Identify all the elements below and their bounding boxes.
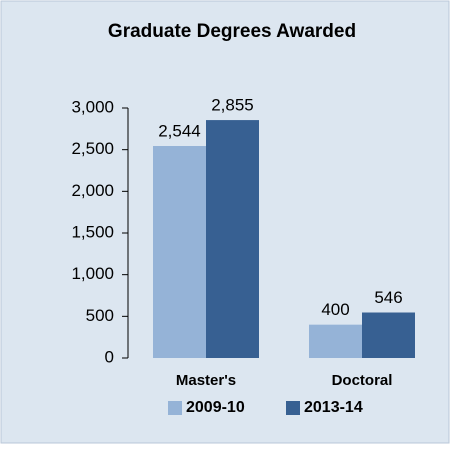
y-tick-label: 3,000 (71, 97, 114, 116)
y-tick-label: 0 (105, 347, 114, 366)
data-label: 400 (321, 300, 349, 319)
y-tick-label: 1,000 (71, 264, 114, 283)
y-tick-label: 2,500 (71, 139, 114, 158)
x-tick-label: Doctoral (332, 372, 393, 389)
x-tick-label: Master's (176, 372, 236, 389)
data-label: 546 (374, 288, 402, 307)
bar (153, 146, 206, 358)
chart-title: Graduate Degrees Awarded (108, 21, 356, 42)
legend-label: 2013-14 (304, 399, 363, 416)
bar (309, 324, 362, 358)
legend-swatch (168, 401, 182, 415)
y-tick-label: 2,000 (71, 181, 114, 200)
bar (206, 120, 259, 358)
legend-swatch (286, 401, 300, 415)
bar (362, 312, 415, 358)
legend-label: 2009-10 (186, 399, 245, 416)
y-tick-label: 500 (86, 306, 114, 325)
data-label: 2,855 (211, 96, 254, 115)
y-tick-label: 1,500 (71, 222, 114, 241)
data-label: 2,544 (158, 121, 201, 140)
